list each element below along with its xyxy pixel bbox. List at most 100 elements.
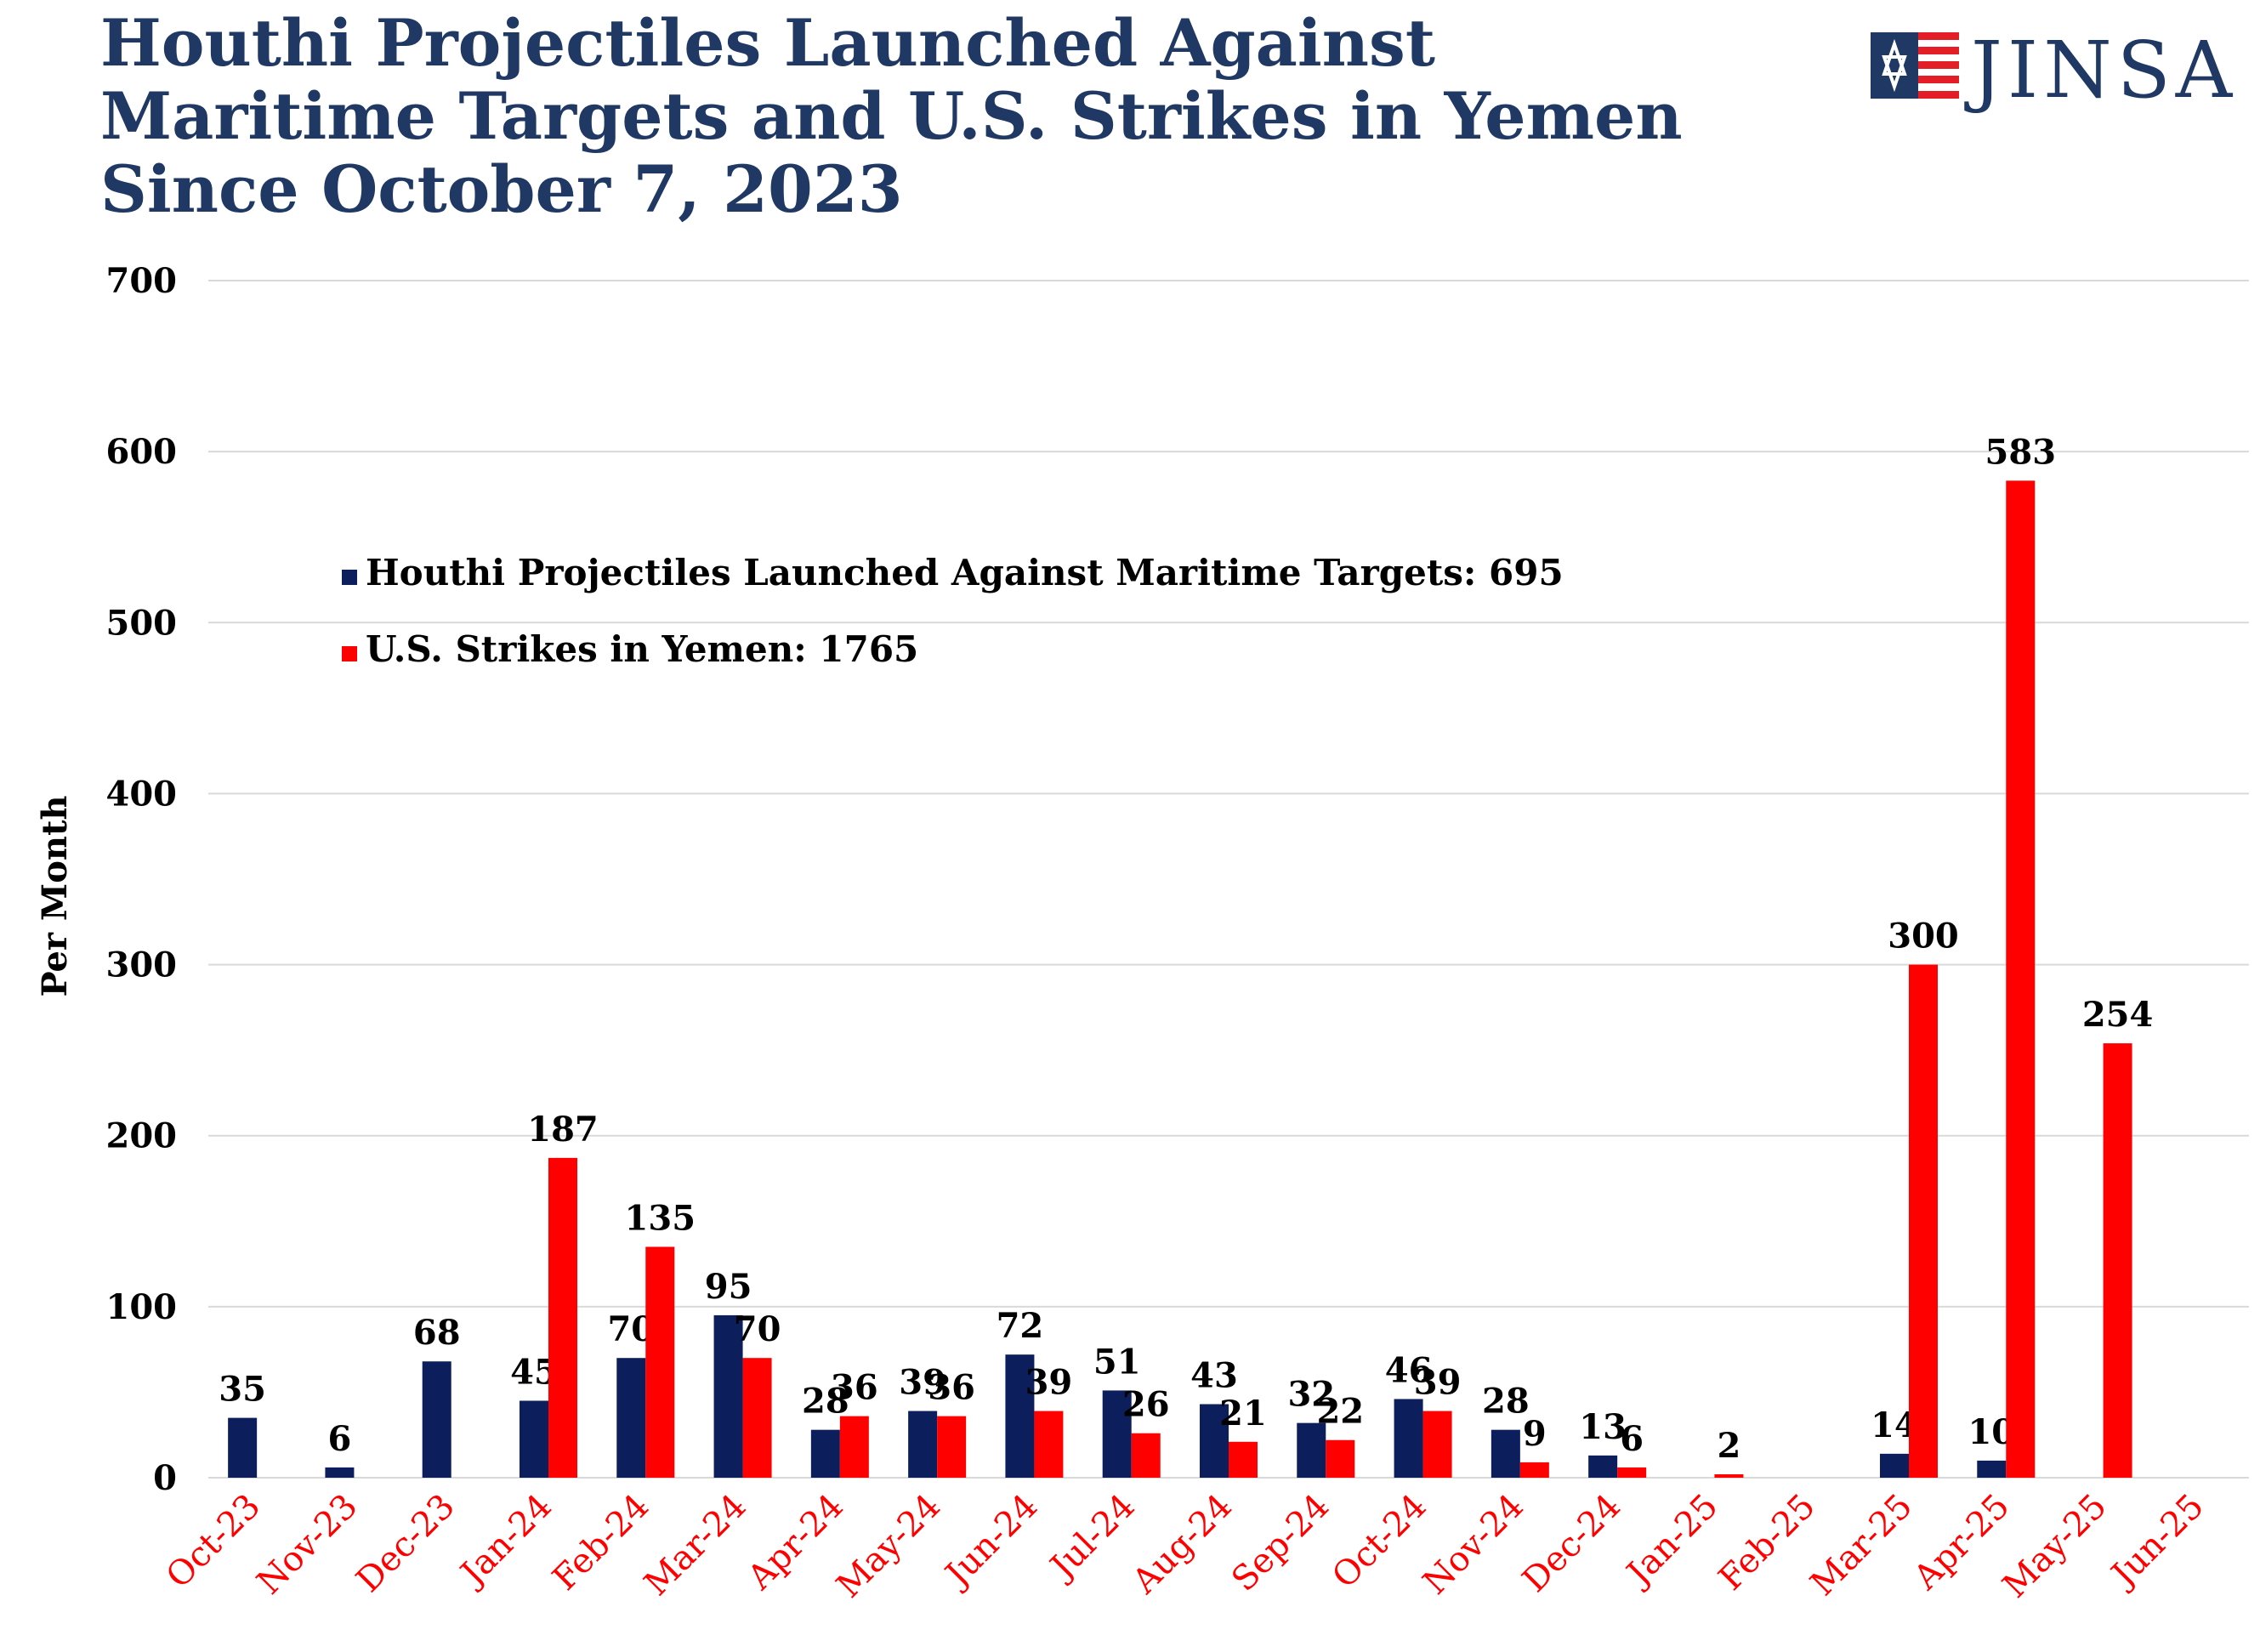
us-strike-bar (1519, 1462, 1549, 1478)
houthi-data-label: 35 (219, 1370, 266, 1410)
houthi-bar (1977, 1460, 2007, 1478)
logo-text: JINSA (1971, 25, 2238, 116)
us-strike-bar (742, 1358, 772, 1478)
us-strike-data-label: 583 (1985, 432, 2057, 472)
houthi-bar (1880, 1453, 1909, 1478)
x-tick-label: Nov-23 (250, 1487, 366, 1603)
us-strike-data-label: 135 (625, 1198, 696, 1238)
houthi-bar (1588, 1455, 1618, 1478)
chart-title-line-2: Maritime Targets and U.S. Strikes in Yem… (100, 78, 1683, 154)
houthi-bar (1200, 1404, 1229, 1478)
us-strike-bar (1034, 1411, 1064, 1478)
houthi-data-label: 6 (328, 1419, 352, 1459)
x-tick-label: Oct-23 (159, 1487, 268, 1596)
us-strike-bar (1229, 1441, 1258, 1478)
us-strike-data-label: 254 (2082, 995, 2154, 1035)
us-strike-data-label: 39 (1025, 1363, 1073, 1403)
us-strike-bar (1131, 1433, 1161, 1478)
houthi-bar (908, 1411, 938, 1478)
x-tick-label: Jan-24 (451, 1487, 559, 1595)
us-strike-bar (2006, 480, 2036, 1478)
star-flag-icon (1871, 32, 1959, 99)
houthi-bar (810, 1429, 840, 1478)
houthi-bar (1394, 1399, 1423, 1478)
x-tick-label: Dec-23 (349, 1487, 462, 1600)
y-axis-title: Per Month (35, 795, 75, 996)
legend-swatch-houthi (342, 570, 357, 585)
chart-title: Houthi Projectiles Launched Against Mari… (100, 7, 1716, 226)
us-strike-bar (1714, 1473, 1744, 1478)
houthi-data-label: 39 (899, 1363, 946, 1403)
us-strike-data-label: 6 (1620, 1419, 1644, 1459)
y-tick-label: 200 (106, 1116, 178, 1156)
us-strike-bar (1909, 964, 1938, 1478)
x-tick-label: Feb-25 (1712, 1487, 1823, 1598)
us-strike-data-label: 26 (1122, 1385, 1170, 1425)
y-tick-label: 700 (106, 261, 178, 301)
houthi-bar (1297, 1422, 1326, 1478)
x-tick-label: Mar-25 (1803, 1487, 1920, 1604)
chart-title-line-1: Houthi Projectiles Launched Against (100, 5, 1435, 81)
houthi-data-label: 43 (1190, 1356, 1238, 1396)
us-strike-data-label: 22 (1316, 1392, 1364, 1432)
houthi-data-label: 32 (1287, 1375, 1335, 1415)
x-tick-label: May-24 (829, 1487, 948, 1606)
x-tick-label: Nov-24 (1416, 1487, 1531, 1603)
us-strike-data-label: 39 (1414, 1363, 1462, 1403)
houthi-data-label: 28 (802, 1382, 849, 1422)
houthi-bar (1491, 1429, 1520, 1478)
houthi-bar (616, 1358, 646, 1478)
us-strike-data-label: 21 (1219, 1394, 1267, 1433)
x-tick-label: Sep-24 (1224, 1487, 1337, 1599)
us-strike-bar (548, 1157, 577, 1478)
us-strike-bar (1617, 1467, 1647, 1478)
y-tick-label: 400 (106, 774, 178, 814)
houthi-bar (713, 1314, 743, 1478)
us-strike-bar (937, 1416, 967, 1478)
houthi-bar (1102, 1390, 1132, 1478)
chart-title-line-3: Since October 7, 2023 (100, 151, 903, 227)
x-tick-label: Jun-25 (2102, 1487, 2212, 1597)
us-strike-data-label: 187 (527, 1110, 599, 1150)
x-tick-label: Aug-24 (1125, 1487, 1241, 1603)
x-tick-label: Jan-25 (1617, 1487, 1725, 1595)
x-tick-label: Oct-24 (1325, 1487, 1434, 1596)
houthi-bar (325, 1467, 355, 1478)
us-strike-data-label: 36 (831, 1368, 878, 1408)
houthi-data-label: 28 (1482, 1382, 1530, 1422)
houthi-bar (520, 1400, 548, 1478)
jinsa-logo: JINSA (1871, 24, 2232, 117)
us-strike-bar (1422, 1411, 1452, 1478)
us-strike-bar (839, 1416, 869, 1478)
us-strike-data-label: 36 (928, 1368, 975, 1408)
houthi-data-label: 95 (705, 1267, 752, 1307)
houthi-data-label: 13 (1579, 1407, 1627, 1447)
houthi-bar (422, 1361, 451, 1478)
legend-swatch-us (342, 646, 357, 661)
houthi-data-label: 68 (413, 1313, 461, 1353)
legend-label-us: U.S. Strikes in Yemen: 1765 (366, 628, 918, 670)
us-strike-data-label: 70 (734, 1309, 781, 1349)
houthi-data-label: 51 (1093, 1342, 1141, 1382)
houthi-bar (228, 1417, 258, 1478)
us-strike-bar (2103, 1043, 2132, 1478)
x-tick-label: Feb-24 (545, 1487, 656, 1598)
us-strike-data-label: 2 (1718, 1426, 1741, 1466)
x-tick-label: May-25 (1996, 1487, 2115, 1606)
us-strike-data-label: 300 (1888, 917, 1959, 957)
y-tick-label: 300 (106, 945, 178, 985)
houthi-bar (1005, 1354, 1035, 1478)
us-strike-data-label: 9 (1523, 1414, 1547, 1454)
legend-label-houthi: Houthi Projectiles Launched Against Mari… (366, 552, 1564, 593)
houthi-data-label: 46 (1385, 1350, 1433, 1390)
x-tick-label: Dec-24 (1515, 1487, 1628, 1600)
y-tick-label: 500 (106, 603, 178, 643)
y-tick-label: 600 (106, 432, 178, 472)
x-tick-label: Jun-24 (936, 1487, 1046, 1597)
us-strike-bar (645, 1246, 675, 1478)
y-tick-label: 0 (153, 1458, 177, 1498)
y-tick-label: 100 (106, 1287, 178, 1327)
us-strike-bar (1326, 1439, 1355, 1478)
